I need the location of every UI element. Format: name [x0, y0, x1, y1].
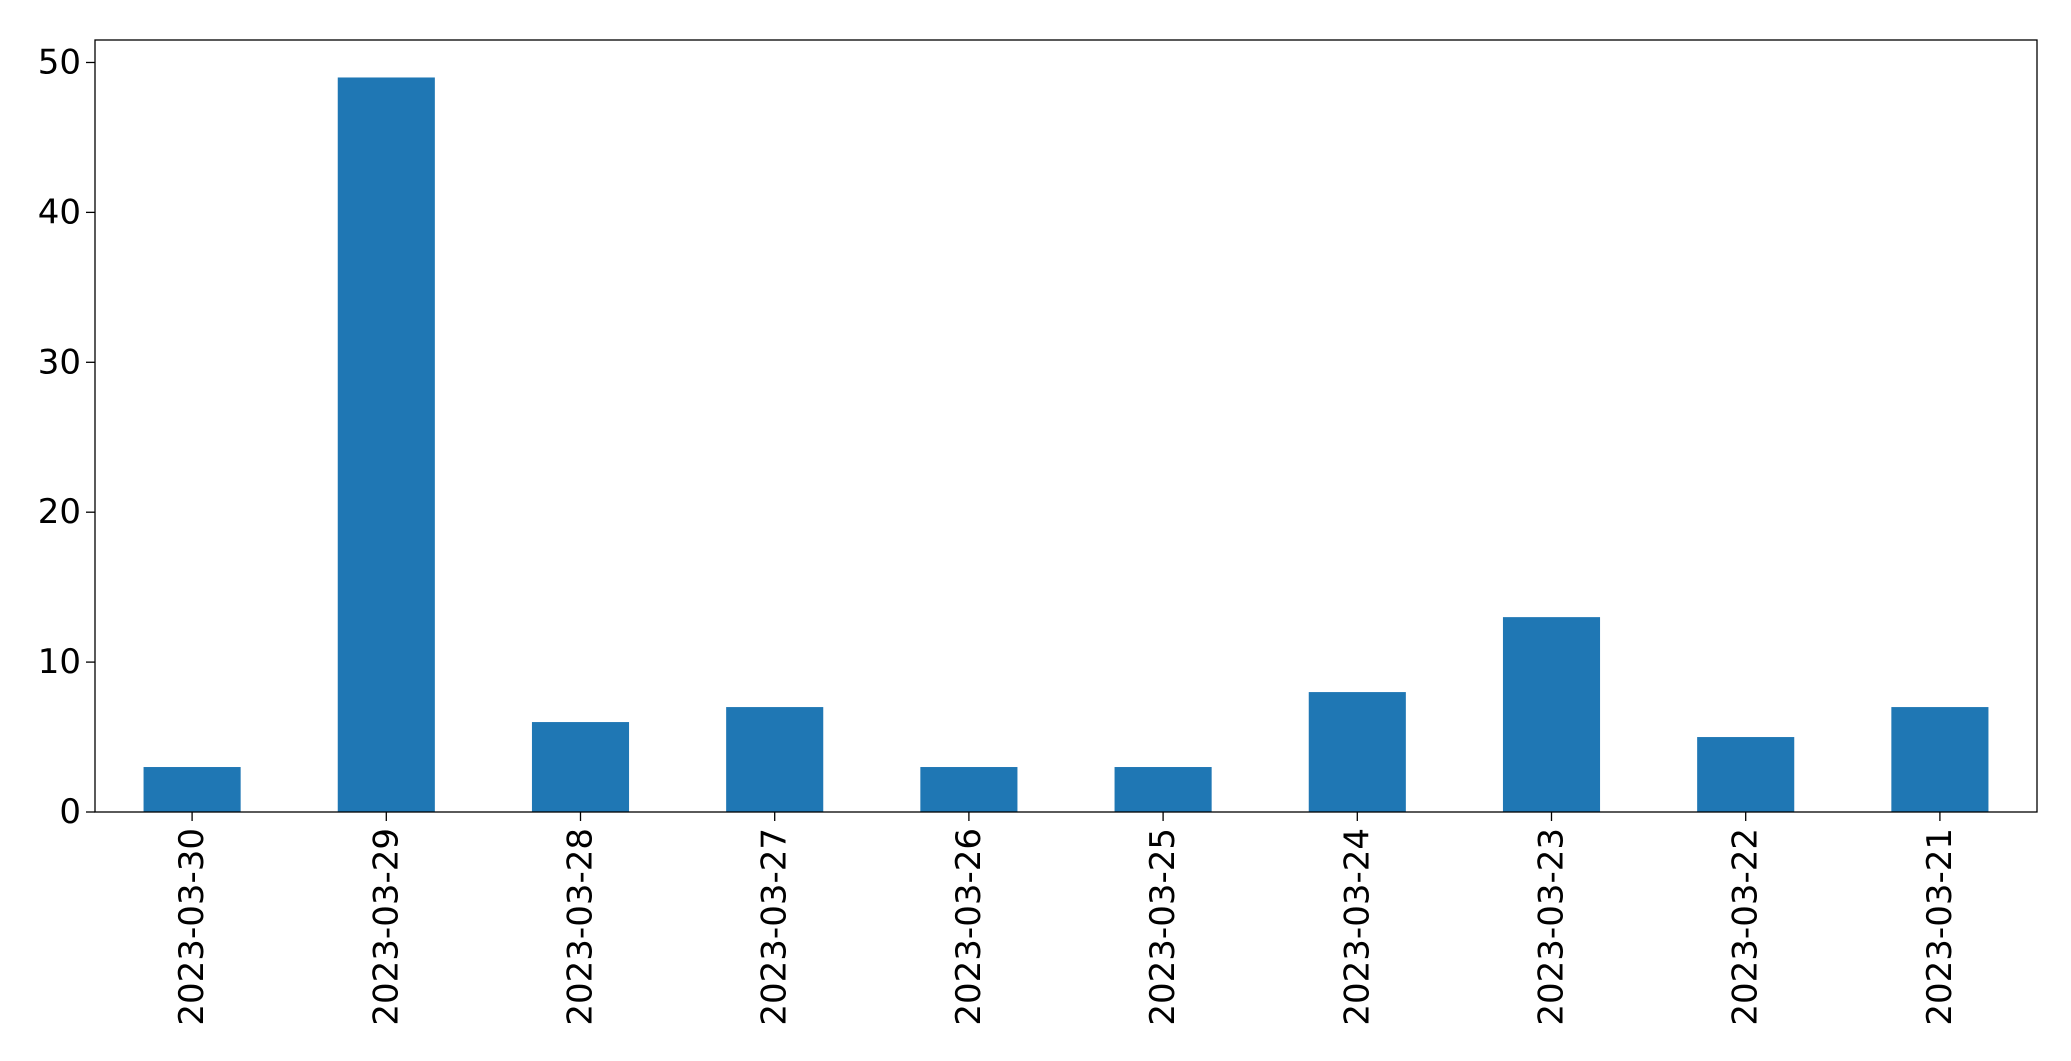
bar-2023-03-27	[726, 707, 824, 812]
x-tick-label: 2023-03-26	[949, 828, 989, 1026]
x-tick-label: 2023-03-23	[1532, 828, 1572, 1026]
y-tick-label: 30	[38, 342, 81, 382]
x-tick-label: 2023-03-25	[1143, 828, 1183, 1026]
bar-2023-03-23	[1502, 617, 1601, 812]
bar-2023-03-25	[1114, 767, 1212, 812]
bar-2023-03-30	[143, 767, 241, 812]
x-tick-label: 2023-03-24	[1337, 828, 1377, 1026]
x-tick-label: 2023-03-21	[1920, 828, 1960, 1026]
bar-2023-03-21	[1891, 707, 1989, 812]
bar-2023-03-26	[920, 767, 1018, 812]
bar-2023-03-29	[337, 77, 435, 813]
bar-2023-03-22	[1697, 737, 1795, 812]
x-tick-label: 2023-03-30	[172, 828, 212, 1026]
y-tick-label: 0	[59, 792, 81, 832]
x-axis: 2023-03-30 2023-03-29 2023-03-28 2023-03-27…	[172, 812, 1960, 1026]
x-tick-label: 2023-03-22	[1726, 828, 1766, 1026]
bars-group	[143, 77, 1989, 813]
y-tick-label: 20	[38, 492, 81, 532]
x-tick-label: 2023-03-27	[755, 828, 795, 1026]
x-tick-label: 2023-03-29	[366, 828, 406, 1026]
y-tick-label: 40	[38, 192, 81, 232]
x-tick-label: 2023-03-28	[561, 828, 601, 1026]
plot-frame	[94, 39, 2038, 813]
y-axis: 0 10 20 30 40 50	[38, 42, 95, 832]
y-tick-label: 10	[38, 642, 81, 682]
y-tick-label: 50	[38, 42, 81, 82]
bar-2023-03-28	[531, 722, 630, 812]
bar-2023-03-24	[1308, 692, 1406, 812]
